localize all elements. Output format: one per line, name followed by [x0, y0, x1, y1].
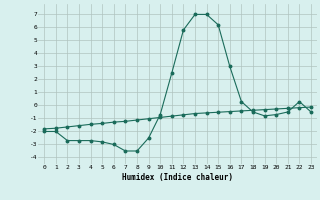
- X-axis label: Humidex (Indice chaleur): Humidex (Indice chaleur): [122, 173, 233, 182]
